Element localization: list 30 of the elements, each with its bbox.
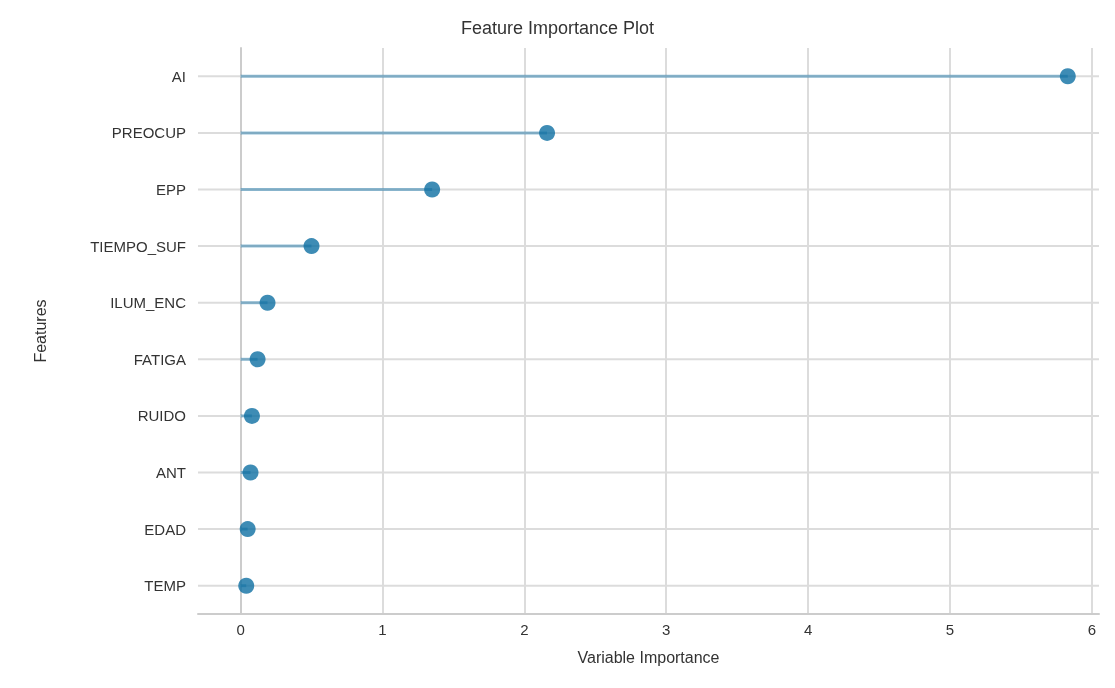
point (1059, 68, 1076, 85)
point (242, 464, 259, 481)
point (259, 294, 276, 311)
x-tick-label: 1 (378, 621, 387, 638)
chart-title: Feature Importance Plot (460, 18, 655, 38)
x-tick-label: 2 (520, 621, 529, 638)
x-axis-title: Variable Importance (577, 648, 720, 666)
y-tick-label: EPP (155, 181, 186, 198)
y-tick-label: EDAD (144, 520, 187, 538)
x-tick-label: 6 (1087, 621, 1097, 638)
x-tick-label: 4 (803, 621, 813, 638)
point (238, 577, 255, 594)
y-axis-title: Features (31, 299, 49, 363)
y-tick-label: ILUM_ENC (110, 294, 187, 312)
point (249, 351, 266, 368)
x-tick-label: 3 (662, 621, 671, 638)
point (303, 238, 320, 255)
y-tick-label: RUIDO (137, 407, 186, 425)
point (424, 181, 441, 198)
point (239, 521, 256, 538)
point (243, 407, 260, 424)
y-tick-label: PREOCUP (111, 124, 186, 142)
y-tick-label: AI (171, 67, 186, 85)
x-tick-label: 5 (945, 621, 955, 638)
y-tick-label: FATIGA (133, 350, 186, 368)
x-tick-label: 0 (236, 621, 245, 638)
y-tick-label: TIEMPO_SUF (90, 237, 186, 255)
point (539, 124, 556, 141)
y-tick-label: TEMP (144, 577, 186, 595)
y-tick-label: ANT (156, 464, 186, 481)
